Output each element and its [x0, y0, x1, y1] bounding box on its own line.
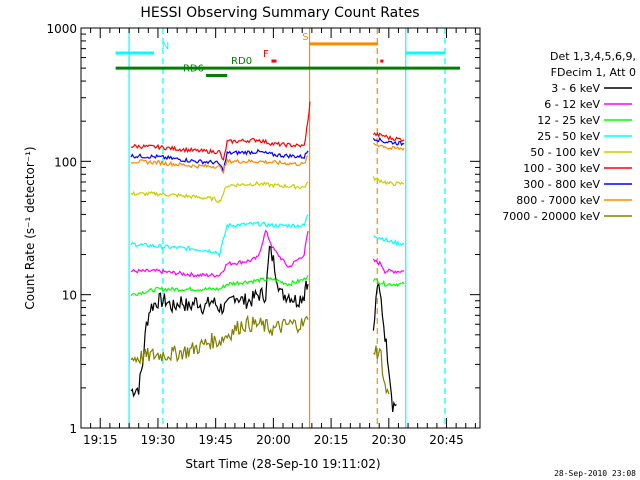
axes: 1 10 100 1000 19:15 19:30 19:45 20:00 20:15 20:30…	[46, 22, 481, 447]
series-line-3-a	[130, 274, 309, 297]
series-line-2-b	[372, 258, 405, 275]
legend-header-line-2: FDecim 1, Att 0	[551, 66, 636, 79]
series-line-8-b	[373, 142, 405, 151]
x-tick-label-1: 19:15	[83, 433, 118, 447]
series-line-1-a	[130, 245, 309, 398]
legend: Det 1,3,4,5,6,9, FDecim 1, Att 0 3 - 6 k…	[502, 50, 636, 223]
legend-label-4: 25 - 50 keV	[537, 130, 600, 143]
x-tick-label-5: 20:15	[314, 433, 349, 447]
x-tick-label-7: 20:45	[429, 433, 464, 447]
legend-label-5: 50 - 100 keV	[530, 146, 600, 159]
flag-label-3: F	[263, 49, 269, 60]
x-axis-label: Start Time (28-Sep-10 19:11:02)	[185, 457, 380, 471]
flag-label-6: RD0	[231, 56, 252, 67]
series-line-4-b	[373, 235, 405, 247]
legend-label-1: 3 - 6 keV	[551, 82, 600, 95]
series-line-4-a	[130, 214, 309, 259]
chart-title: HESSI Observing Summary Count Rates	[140, 5, 419, 21]
plot-frame	[80, 27, 481, 429]
legend-header-line-1: Det 1,3,4,5,6,9,	[550, 50, 636, 63]
legend-label-2: 6 - 12 keV	[544, 98, 600, 111]
series-line-8-a	[130, 155, 309, 174]
legend-label-3: 12 - 25 keV	[537, 114, 600, 127]
y-axis-label: Count Rate (s⁻¹ detector⁻¹)	[23, 146, 37, 309]
legend-label-6: 100 - 300 keV	[523, 162, 600, 175]
series-line-5-b	[372, 176, 405, 187]
timestamp: 28-Sep-2010 23:08	[554, 469, 636, 478]
flag-label-7: RD6	[183, 64, 204, 75]
x-tick-label-3: 19:45	[198, 433, 233, 447]
x-tick-label-6: 20:30	[372, 433, 407, 447]
series-line-7-b	[372, 136, 405, 147]
legend-label-7: 300 - 800 keV	[523, 178, 600, 191]
series-line-3-b	[372, 278, 405, 288]
series-line-5-a	[130, 180, 309, 204]
flag-label-5: S	[302, 32, 308, 43]
flag-label-1: N	[162, 41, 169, 52]
series-line-6-b	[372, 131, 405, 142]
series-line-2-a	[130, 229, 309, 278]
series-line-9-b	[373, 345, 390, 395]
legend-label-8: 800 - 7000 keV	[516, 194, 600, 207]
legend-label-9: 7000 - 20000 keV	[502, 210, 600, 223]
series-line-1-b	[372, 282, 397, 413]
y-tick-label-3: 100	[54, 155, 77, 169]
plot-area: N F S RD0 RD6	[115, 28, 460, 428]
series-line-7-a	[130, 148, 309, 173]
y-tick-label-2: 10	[62, 289, 77, 303]
series-line-6-a	[130, 101, 311, 161]
y-tick-label-1: 1	[69, 422, 77, 436]
series-line-9-a	[130, 314, 309, 365]
x-tick-label-4: 20:00	[256, 433, 291, 447]
x-tick-label-2: 19:30	[141, 433, 176, 447]
y-tick-label-4: 1000	[46, 22, 77, 36]
